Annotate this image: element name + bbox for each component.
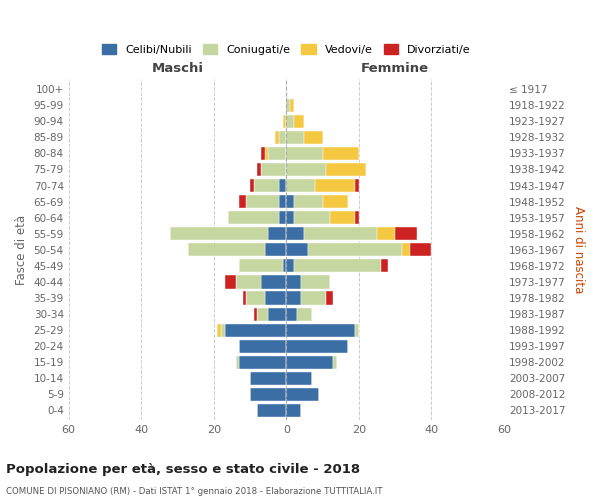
Bar — [250, 179, 254, 192]
Bar — [254, 308, 257, 320]
Bar — [395, 227, 417, 240]
Text: Maschi: Maschi — [151, 62, 203, 76]
Y-axis label: Anni di nascita: Anni di nascita — [572, 206, 585, 294]
Bar — [286, 356, 334, 369]
Bar — [268, 227, 286, 240]
Bar — [334, 356, 337, 369]
Bar — [286, 372, 311, 385]
Bar — [304, 131, 323, 144]
Bar — [377, 227, 395, 240]
Bar — [268, 308, 286, 320]
Bar — [254, 179, 279, 192]
Y-axis label: Fasce di età: Fasce di età — [15, 215, 28, 285]
Bar — [250, 388, 286, 401]
Bar — [286, 324, 355, 336]
Text: Popolazione per età, sesso e stato civile - 2018: Popolazione per età, sesso e stato civil… — [6, 462, 360, 475]
Bar — [279, 211, 286, 224]
Bar — [257, 404, 286, 417]
Bar — [283, 114, 286, 128]
Bar — [279, 179, 286, 192]
Bar — [286, 340, 348, 353]
Bar — [304, 227, 377, 240]
Bar — [279, 131, 286, 144]
Bar — [308, 243, 403, 256]
Bar — [286, 404, 301, 417]
Bar — [355, 179, 359, 192]
Bar — [279, 195, 286, 208]
Bar — [355, 211, 359, 224]
Bar — [326, 292, 334, 304]
Bar — [268, 147, 286, 160]
Bar — [236, 356, 239, 369]
Bar — [188, 243, 265, 256]
Bar — [265, 243, 286, 256]
Bar — [286, 211, 293, 224]
Bar — [236, 276, 261, 288]
Bar — [380, 260, 388, 272]
Bar — [247, 292, 265, 304]
Bar — [247, 195, 279, 208]
Bar — [221, 324, 224, 336]
Bar — [224, 324, 286, 336]
Bar — [250, 372, 286, 385]
Bar — [283, 260, 286, 272]
Bar — [261, 276, 286, 288]
Bar — [265, 292, 286, 304]
Bar — [301, 276, 330, 288]
Bar — [286, 179, 316, 192]
Bar — [257, 308, 268, 320]
Bar — [293, 211, 330, 224]
Bar — [286, 147, 323, 160]
Bar — [286, 308, 297, 320]
Bar — [290, 98, 293, 112]
Bar — [323, 195, 348, 208]
Bar — [286, 292, 301, 304]
Bar — [170, 227, 268, 240]
Bar — [286, 388, 319, 401]
Bar — [355, 324, 359, 336]
Bar — [293, 114, 304, 128]
Bar — [286, 163, 326, 176]
Bar — [293, 195, 323, 208]
Text: COMUNE DI PISONIANO (RM) - Dati ISTAT 1° gennaio 2018 - Elaborazione TUTTITALIA.: COMUNE DI PISONIANO (RM) - Dati ISTAT 1°… — [6, 488, 383, 496]
Bar — [330, 211, 355, 224]
Bar — [239, 195, 247, 208]
Bar — [243, 292, 247, 304]
Bar — [326, 163, 366, 176]
Bar — [275, 131, 279, 144]
Bar — [239, 356, 286, 369]
Bar — [410, 243, 431, 256]
Bar — [286, 98, 290, 112]
Bar — [286, 243, 308, 256]
Bar — [217, 324, 221, 336]
Bar — [301, 292, 326, 304]
Bar — [297, 308, 311, 320]
Bar — [239, 260, 283, 272]
Bar — [286, 114, 293, 128]
Text: Femmine: Femmine — [361, 62, 429, 76]
Bar — [224, 276, 236, 288]
Bar — [323, 147, 359, 160]
Bar — [257, 163, 261, 176]
Bar — [286, 260, 293, 272]
Bar — [293, 260, 380, 272]
Bar — [316, 179, 355, 192]
Bar — [286, 276, 301, 288]
Bar — [239, 340, 286, 353]
Bar — [403, 243, 410, 256]
Bar — [261, 147, 265, 160]
Bar — [286, 227, 304, 240]
Bar — [228, 211, 279, 224]
Bar — [261, 163, 286, 176]
Bar — [286, 195, 293, 208]
Bar — [265, 147, 268, 160]
Legend: Celibi/Nubili, Coniugati/e, Vedovi/e, Divorziati/e: Celibi/Nubili, Coniugati/e, Vedovi/e, Di… — [98, 41, 474, 58]
Bar — [286, 131, 304, 144]
